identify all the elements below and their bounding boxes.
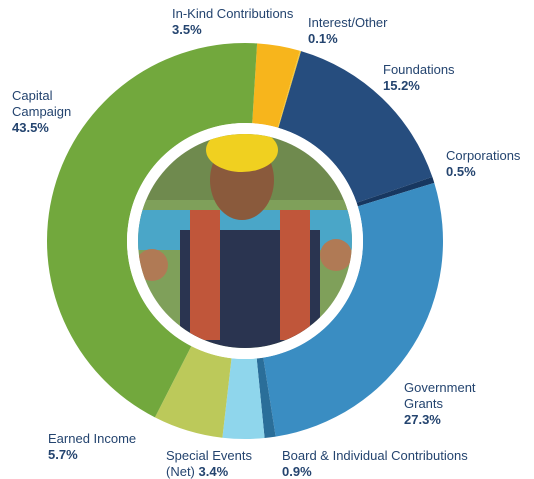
- label-value: 0.9%: [282, 464, 312, 479]
- label-name: Special Events (Net): [166, 448, 252, 479]
- label-name: Corporations: [446, 148, 521, 163]
- segment: [356, 176, 435, 207]
- segment: [222, 358, 265, 439]
- label-name: Board & Individual Contributions: [282, 448, 468, 463]
- label-name: Earned Income: [48, 431, 137, 446]
- segment-label: Capital Campaign 43.5%: [12, 88, 84, 136]
- label-value: 27.3%: [404, 412, 441, 427]
- segment: [263, 182, 443, 437]
- label-value: 5.7%: [48, 447, 78, 462]
- label-name: In-Kind Contributions: [172, 6, 294, 21]
- segment-label: Board & Individual Contributions 0.9%: [282, 448, 468, 479]
- segment-label: Foundations 15.2%: [383, 62, 455, 94]
- label-name: Interest/Other: [308, 15, 388, 30]
- segment: [252, 43, 300, 128]
- label-value: 15.2%: [383, 78, 420, 93]
- label-value: 3.5%: [172, 22, 202, 37]
- segment-label: Earned Income 5.7%: [48, 431, 136, 463]
- segment-label: Interest/Other 0.1%: [308, 15, 387, 47]
- segment: [277, 50, 302, 128]
- segment: [154, 346, 232, 438]
- segment-label: Government Grants 27.3%: [404, 380, 484, 428]
- segment: [46, 43, 258, 418]
- segments: [46, 43, 443, 439]
- segment-label: Special Events (Net) 3.4%: [166, 448, 272, 479]
- segment: [256, 357, 276, 439]
- label-name: Government Grants: [404, 380, 476, 411]
- label-value: 43.5%: [12, 120, 49, 135]
- label-value: 0.5%: [446, 164, 476, 179]
- label-name: Foundations: [383, 62, 455, 77]
- segment-label: In-Kind Contributions 3.5%: [172, 6, 302, 38]
- label-value: 3.4%: [198, 464, 229, 479]
- label-value: 0.1%: [308, 31, 338, 46]
- label-name: Capital Campaign: [12, 88, 72, 119]
- segment-label: Corporations 0.5%: [446, 148, 520, 180]
- segment: [278, 51, 433, 203]
